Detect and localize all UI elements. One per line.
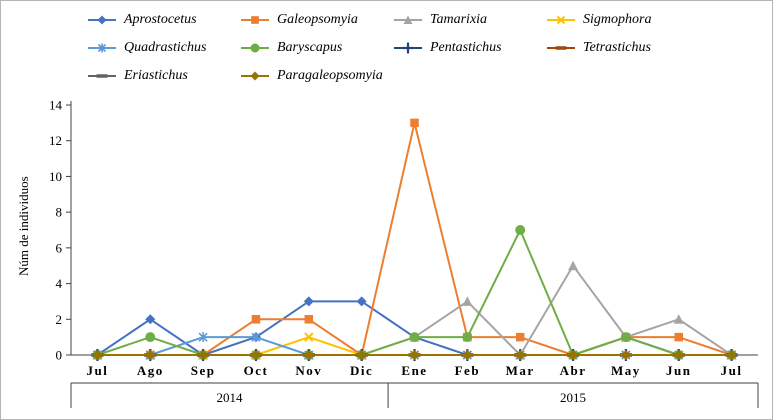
plot-area: 0 2 4 6 8 10 12 14 Jul Ago Sep Oct Nov Dic Ene Feb Mar Ab…	[1, 97, 772, 419]
data-point	[198, 350, 209, 360]
legend-item-tetrastichus: Tetrastichus	[546, 38, 699, 58]
y-tick-label: 10	[49, 169, 62, 184]
x-tick-label: Abr	[560, 363, 587, 378]
data-point	[303, 350, 314, 360]
data-point	[145, 350, 156, 360]
data-point	[410, 118, 419, 128]
legend-label: Aprostocetus	[124, 12, 197, 27]
y-tick-label: 14	[49, 98, 63, 113]
data-point	[462, 296, 473, 306]
y-tick-label: 2	[56, 312, 63, 327]
data-point	[304, 315, 314, 324]
data-point	[568, 350, 579, 360]
y-axis: 0 2 4 6 8 10 12 14	[49, 98, 72, 363]
x-tick-label: Ene	[401, 363, 427, 378]
legend-item-galeopsomyia: Galeopsomyia	[240, 10, 393, 30]
data-point	[568, 260, 579, 271]
legend-marker-icon	[88, 43, 116, 53]
data-point	[462, 350, 473, 360]
legend-label: Tetrastichus	[583, 40, 651, 55]
y-tick-label: 0	[56, 348, 63, 363]
legend-label: Galeopsomyia	[277, 12, 358, 27]
legend-label: Eriastichus	[124, 68, 188, 83]
chart-canvas: 0 2 4 6 8 10 12 14 Jul Ago Sep Oct Nov Dic Ene Feb Mar Ab…	[49, 98, 759, 408]
legend-marker-icon	[394, 15, 422, 25]
x-tick-label: Jun	[666, 363, 691, 378]
legend-item-eriastichus: Eriastichus	[87, 66, 240, 86]
data-point	[145, 332, 156, 343]
data-point	[620, 332, 631, 343]
x-tick-label: Feb	[455, 363, 480, 378]
x-tick-label: Ago	[137, 363, 164, 378]
data-point	[515, 350, 526, 360]
data-point	[250, 350, 261, 360]
year-axis: 2014 2015	[70, 382, 759, 408]
x-tick-label: Sep	[191, 363, 216, 378]
data-point	[673, 350, 684, 360]
data-point	[409, 350, 420, 360]
x-tick-label: Dic	[350, 363, 373, 378]
x-tick-label: Oct	[244, 363, 269, 378]
legend-marker-icon	[394, 42, 422, 54]
x-tick-label: Nov	[295, 363, 322, 378]
legend-marker-icon	[241, 16, 269, 24]
year-label: 2014	[217, 390, 244, 405]
data-point	[251, 332, 261, 343]
legend-item-sigmophora: Sigmophora	[546, 10, 699, 30]
y-tick-label: 12	[49, 133, 62, 148]
legend-label: Sigmophora	[583, 12, 652, 27]
legend-label: Quadrastichus	[124, 40, 207, 55]
legend-marker-icon	[241, 71, 269, 81]
series-galeopsomyia	[93, 118, 736, 360]
legend-marker-icon	[88, 15, 116, 25]
legend-marker-icon	[547, 15, 575, 25]
legend-label: Pentastichus	[430, 40, 502, 55]
legend-label: Tamarixia	[430, 12, 488, 27]
legend-marker-icon	[241, 43, 269, 53]
data-point	[462, 332, 473, 343]
legend-item-tamarixia: Tamarixia	[393, 10, 546, 30]
y-tick-label: 4	[56, 276, 63, 291]
data-point	[409, 332, 420, 343]
x-tick-label: May	[611, 363, 641, 378]
legend-item-pentastichus: Pentastichus	[393, 38, 546, 58]
legend-label: Paragaleopsomyia	[277, 68, 383, 83]
y-tick-label: 8	[56, 205, 63, 220]
data-point	[304, 332, 314, 342]
legend-item-baryscapus: Baryscapus	[240, 38, 393, 58]
x-tick-label: Mar	[506, 363, 535, 378]
data-point	[92, 350, 103, 360]
series-paragaleopsomyia	[92, 350, 737, 360]
series-baryscapus	[92, 225, 737, 360]
legend-item-quadrastichus: Quadrastichus	[87, 38, 240, 58]
year-label: 2015	[560, 390, 586, 405]
data-point	[356, 296, 367, 307]
data-point	[726, 350, 737, 360]
legend-marker-icon	[88, 74, 116, 78]
legend-marker-icon	[547, 46, 575, 50]
data-point	[145, 314, 156, 325]
data-point	[251, 315, 261, 324]
legend-item-paragaleopsomyia: Paragaleopsomyia	[240, 66, 393, 86]
data-point	[303, 296, 314, 307]
chart-legend: Aprostocetus Galeopsomyia Tamarixia Sigmoph…	[87, 10, 699, 86]
y-tick-label: 6	[56, 240, 63, 255]
data-point	[620, 350, 631, 360]
data-point	[198, 332, 208, 343]
data-point	[674, 332, 683, 342]
x-tick-label: Jul	[721, 363, 743, 378]
series-line	[96, 300, 733, 356]
x-tick-label: Jul	[87, 363, 109, 378]
legend-item-aprostocetus: Aprostocetus	[87, 10, 240, 30]
data-point	[356, 350, 367, 360]
data-point	[515, 225, 526, 235]
data-point	[515, 332, 525, 342]
series-line	[96, 121, 733, 356]
legend-label: Baryscapus	[277, 40, 343, 55]
data-point	[673, 314, 684, 324]
